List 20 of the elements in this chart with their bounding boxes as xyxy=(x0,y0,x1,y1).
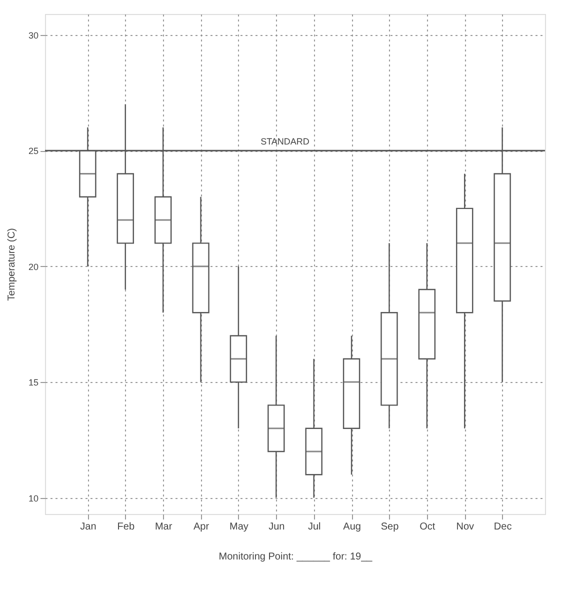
x-axis-title: Monitoring Point: ______ for: 19__ xyxy=(218,552,373,562)
y-tick-label: 25 xyxy=(28,146,38,156)
x-tick-label: Jan xyxy=(80,522,96,532)
x-tick-label: Jun xyxy=(268,522,285,532)
x-tick-label: Mar xyxy=(154,522,173,532)
x-tick-label: Jul xyxy=(308,522,321,532)
x-tick-label: Apr xyxy=(193,522,210,532)
y-tick-label: 30 xyxy=(28,30,38,40)
y-tick-label: 15 xyxy=(28,378,38,388)
x-tick-label: Nov xyxy=(456,522,474,532)
x-tick-label: May xyxy=(230,522,248,532)
ref-line-label: STANDARD xyxy=(260,136,310,147)
x-tick-label: Aug xyxy=(343,522,361,532)
x-tick-label: Dec xyxy=(494,522,512,532)
y-tick-label: 20 xyxy=(28,262,38,272)
y-axis-title: Temperature (C) xyxy=(6,228,18,301)
y-tick-label: 10 xyxy=(28,493,38,504)
x-tick-label: Oct xyxy=(420,522,436,532)
x-tick-label: Feb xyxy=(117,522,135,532)
x-tick-label: Sep xyxy=(380,522,400,532)
